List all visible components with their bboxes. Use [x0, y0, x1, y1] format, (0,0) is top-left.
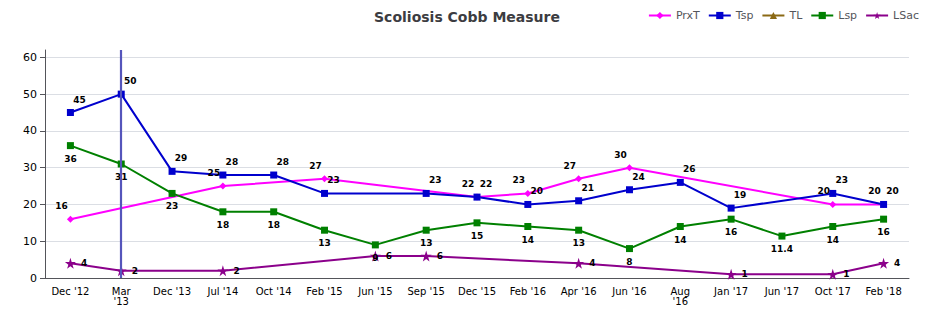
svg-text:13: 13: [318, 238, 331, 248]
svg-text:Scoliosis Cobb Measure: Scoliosis Cobb Measure: [374, 9, 560, 25]
svg-text:1: 1: [843, 269, 849, 279]
svg-text:Feb '16: Feb '16: [510, 286, 546, 297]
svg-text:16: 16: [877, 227, 890, 237]
svg-text:20: 20: [23, 198, 37, 211]
svg-text:TL: TL: [788, 9, 803, 22]
svg-text:28: 28: [276, 157, 289, 167]
svg-text:60: 60: [23, 51, 37, 64]
svg-text:2: 2: [132, 266, 138, 276]
svg-text:Mar: Mar: [111, 285, 131, 297]
svg-text:20: 20: [868, 186, 881, 196]
svg-text:8: 8: [626, 257, 632, 267]
svg-text:20: 20: [886, 186, 899, 196]
svg-text:21: 21: [581, 183, 594, 193]
svg-text:14: 14: [826, 235, 839, 245]
svg-text:LSac: LSac: [893, 9, 919, 22]
svg-text:'13: '13: [113, 296, 128, 307]
svg-text:19: 19: [734, 190, 747, 200]
svg-text:16: 16: [725, 227, 738, 237]
svg-text:Dec '12: Dec '12: [51, 286, 89, 297]
svg-text:14: 14: [674, 235, 687, 245]
svg-text:18: 18: [267, 220, 280, 230]
svg-text:'16: '16: [673, 296, 688, 307]
svg-text:Sep '15: Sep '15: [407, 286, 445, 297]
svg-text:50: 50: [124, 76, 137, 86]
svg-text:Feb '15: Feb '15: [306, 286, 342, 297]
svg-text:Aug: Aug: [670, 285, 691, 297]
svg-text:23: 23: [166, 201, 179, 211]
svg-text:2: 2: [233, 266, 239, 276]
svg-text:10: 10: [23, 235, 37, 248]
svg-text:30: 30: [614, 150, 627, 160]
svg-text:23: 23: [429, 175, 442, 185]
svg-text:24: 24: [632, 172, 645, 182]
svg-text:28: 28: [226, 157, 239, 167]
svg-text:4: 4: [894, 258, 900, 268]
svg-text:9: 9: [372, 253, 378, 263]
svg-text:25: 25: [208, 168, 221, 178]
svg-text:Dec '13: Dec '13: [153, 286, 191, 297]
svg-text:4: 4: [81, 258, 87, 268]
svg-text:15: 15: [471, 231, 484, 241]
svg-text:16: 16: [55, 201, 68, 211]
svg-text:4: 4: [589, 258, 595, 268]
svg-text:Jun '16: Jun '16: [611, 286, 646, 297]
svg-text:14: 14: [522, 235, 535, 245]
svg-text:Apr '16: Apr '16: [561, 286, 597, 297]
svg-text:45: 45: [73, 95, 86, 105]
svg-text:13: 13: [572, 238, 585, 248]
svg-text:0: 0: [30, 272, 37, 285]
svg-text:Jul '14: Jul '14: [207, 286, 239, 297]
svg-text:Jan '17: Jan '17: [713, 286, 748, 297]
svg-text:26: 26: [683, 164, 696, 174]
svg-text:40: 40: [23, 124, 37, 137]
svg-text:36: 36: [64, 154, 77, 164]
svg-text:Jun '17: Jun '17: [764, 286, 799, 297]
svg-text:Jun '15: Jun '15: [357, 286, 392, 297]
svg-text:30: 30: [23, 161, 37, 174]
svg-text:23: 23: [513, 175, 526, 185]
svg-text:Dec '15: Dec '15: [458, 286, 496, 297]
svg-text:20: 20: [531, 186, 544, 196]
svg-text:Tsp: Tsp: [735, 9, 754, 22]
svg-text:6: 6: [386, 251, 392, 261]
svg-text:Oct '17: Oct '17: [815, 286, 851, 297]
svg-text:Feb '18: Feb '18: [865, 286, 901, 297]
svg-text:11.4: 11.4: [771, 244, 793, 254]
svg-text:22: 22: [462, 179, 475, 189]
svg-text:27: 27: [309, 161, 322, 171]
svg-text:31: 31: [115, 172, 128, 182]
svg-text:22: 22: [480, 179, 493, 189]
svg-text:20: 20: [817, 186, 830, 196]
svg-text:27: 27: [563, 161, 576, 171]
svg-text:23: 23: [327, 175, 340, 185]
svg-text:6: 6: [437, 251, 443, 261]
svg-text:13: 13: [420, 238, 433, 248]
svg-text:29: 29: [175, 153, 188, 163]
svg-text:18: 18: [217, 220, 230, 230]
svg-text:50: 50: [23, 88, 37, 101]
svg-text:Oct '14: Oct '14: [256, 286, 292, 297]
svg-text:1: 1: [742, 269, 748, 279]
svg-text:23: 23: [835, 175, 848, 185]
svg-text:Lsp: Lsp: [838, 9, 857, 22]
svg-text:PrxT: PrxT: [676, 9, 700, 22]
